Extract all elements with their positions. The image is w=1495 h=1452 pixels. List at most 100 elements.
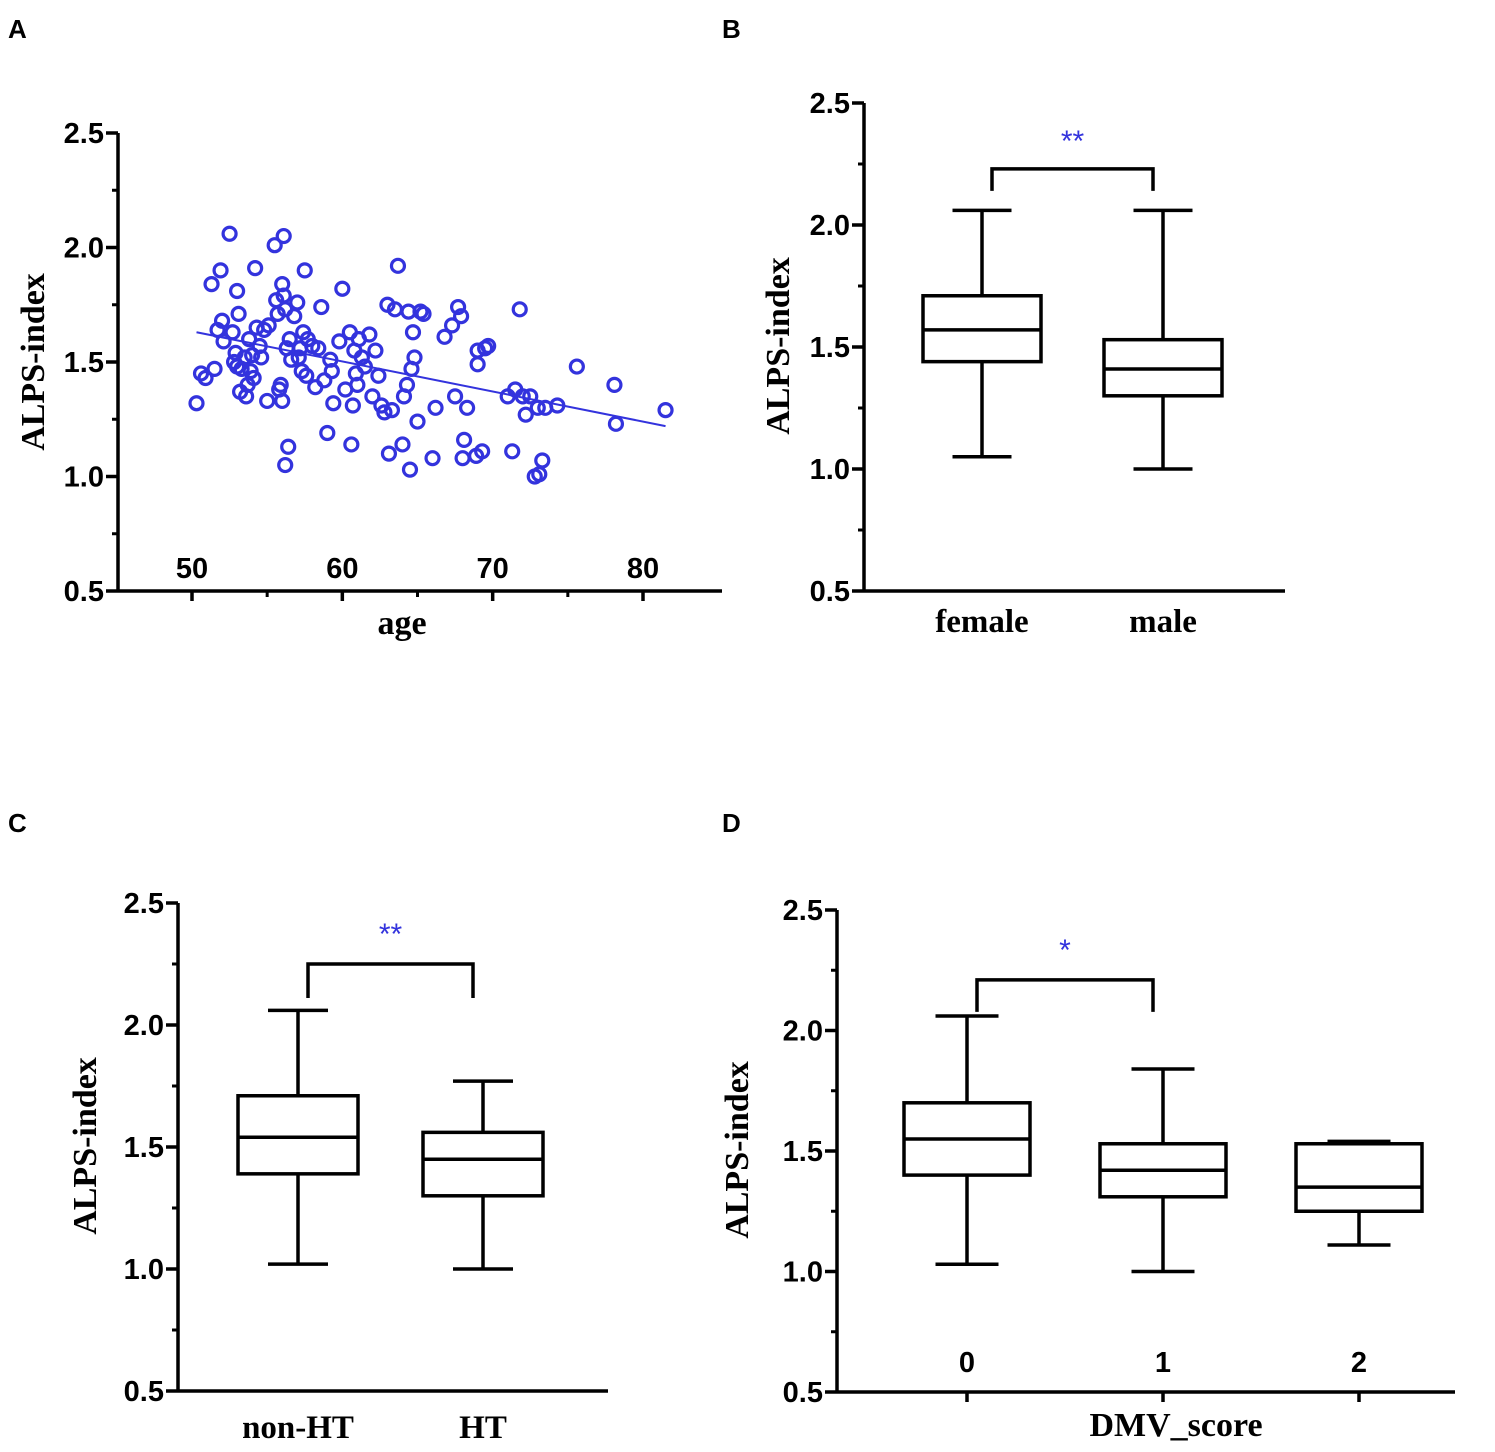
panel-label-d: D (722, 808, 741, 838)
data-point (607, 415, 625, 432)
data-point (281, 331, 298, 348)
y-tick-label: 2.0 (810, 210, 850, 242)
data-point (319, 424, 336, 442)
panel-label-a: A (8, 14, 27, 44)
box-plot (1102, 208, 1224, 471)
data-point (203, 276, 220, 293)
data-point (480, 337, 497, 355)
data-point (376, 404, 393, 421)
data-point (398, 376, 416, 393)
y-tick-label: 1.5 (124, 1132, 164, 1164)
box-plot (1098, 1067, 1228, 1274)
data-point (286, 308, 303, 325)
data-point (517, 406, 534, 423)
significance-label: ** (379, 918, 403, 951)
y-axis-title: ALPS-index (719, 1061, 756, 1239)
data-point (260, 317, 277, 334)
data-point (404, 324, 422, 341)
data-point (409, 413, 426, 430)
significance-bracket: * (975, 934, 1155, 1012)
data-point (325, 395, 342, 412)
data-point (380, 445, 398, 462)
data-point (427, 399, 444, 416)
data-point (310, 340, 327, 357)
box-plot (902, 1014, 1032, 1267)
bracket-line (306, 962, 475, 998)
box-plot (421, 1079, 545, 1271)
data-point (215, 333, 232, 350)
panel-c: C 0.5 1.0 1.5 2.0 2.5 non-HT HT ** ALPS-index (8, 808, 608, 1446)
data-point (236, 349, 253, 366)
data-point (296, 262, 313, 279)
data-point (229, 282, 246, 300)
data-point (343, 436, 360, 453)
data-point (424, 450, 441, 467)
data-point (253, 349, 270, 366)
box-plot (236, 1008, 360, 1266)
data-point (272, 376, 289, 393)
category-label: female (935, 604, 1028, 640)
data-point (459, 399, 476, 416)
panel-label-c: C (8, 808, 27, 838)
data-point (206, 360, 223, 377)
data-point (259, 392, 276, 410)
data-point (401, 461, 419, 478)
data-point (389, 257, 407, 274)
data-point (331, 333, 348, 350)
regression-line (196, 331, 666, 428)
data-point (323, 363, 340, 380)
x-axis-title: DMV_score (1089, 1407, 1262, 1444)
data-point (197, 369, 214, 387)
data-point (275, 227, 292, 245)
significance-label: ** (1061, 125, 1085, 158)
y-tick-label: 1.0 (783, 1257, 823, 1289)
data-point (443, 317, 461, 334)
box-plot (921, 208, 1043, 459)
y-tick-label: 1.5 (783, 1136, 823, 1168)
y-axis-title: ALPS-index (760, 257, 797, 435)
significance-label: * (1059, 934, 1071, 967)
x-tick-label: 0 (959, 1347, 975, 1379)
data-point (247, 260, 264, 277)
y-tick-label: 1.5 (810, 332, 850, 364)
y-tick-label: 2.0 (124, 1010, 164, 1042)
y-tick-label: 2.5 (783, 895, 823, 927)
significance-bracket: ** (990, 125, 1155, 191)
data-point (436, 328, 453, 345)
data-point (313, 298, 330, 316)
bracket-line (990, 167, 1155, 191)
data-point (415, 305, 432, 323)
data-point (298, 367, 315, 384)
box-iqr (421, 1130, 545, 1198)
data-point (224, 324, 241, 341)
x-tick-label: 2 (1351, 1347, 1367, 1379)
y-tick-label: 2.5 (810, 88, 850, 120)
data-point (274, 392, 291, 410)
y-tick-label: 2.0 (783, 1016, 823, 1048)
panel-b: B 0.5 1.0 1.5 2.0 2.5 female male ** ALPS-index (722, 14, 1285, 640)
data-point (349, 376, 366, 393)
y-axis-title: ALPS-index (15, 273, 52, 451)
y-tick-label: 2.5 (64, 118, 104, 150)
data-point (474, 443, 491, 460)
data-point (504, 443, 521, 460)
data-point (221, 225, 238, 242)
data-point (283, 351, 300, 368)
data-point (456, 431, 473, 448)
data-point (289, 294, 306, 311)
data-point (245, 369, 262, 387)
data-point (364, 388, 381, 405)
y-tick-label: 1.0 (810, 454, 850, 486)
significance-bracket: ** (306, 918, 475, 998)
panel-label-b: B (722, 14, 741, 44)
data-point (454, 450, 471, 467)
data-point (394, 436, 411, 453)
y-tick-label: 2.5 (124, 888, 164, 920)
category-label: non-HT (242, 1410, 354, 1446)
y-tick-label: 1.5 (64, 347, 104, 379)
y-tick-label: 0.5 (124, 1376, 164, 1408)
data-point (334, 280, 351, 297)
data-point (452, 308, 470, 325)
data-point (367, 342, 384, 359)
